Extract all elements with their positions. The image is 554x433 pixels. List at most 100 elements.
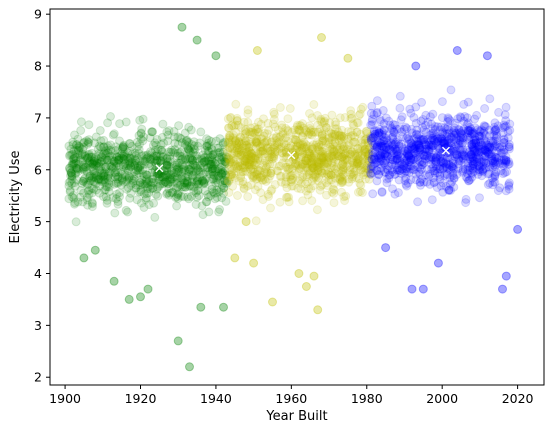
scatter-point — [185, 181, 195, 190]
scatter-point — [138, 136, 148, 146]
scatter-point — [167, 145, 176, 155]
scatter-point — [207, 164, 217, 174]
scatter-point — [84, 189, 94, 199]
scatter-point — [252, 138, 262, 148]
scatter-point — [214, 164, 224, 174]
scatter-point — [164, 184, 174, 194]
scatter-point — [124, 156, 134, 166]
scatter-point — [140, 179, 149, 189]
scatter-point — [83, 159, 93, 169]
scatter-point — [84, 185, 94, 195]
scatter-point — [167, 166, 177, 176]
scatter-point — [152, 171, 162, 181]
scatter-point — [149, 178, 159, 188]
scatter-point — [84, 135, 94, 145]
scatter-point — [351, 173, 361, 183]
scatter-point — [462, 113, 472, 123]
scatter-point — [317, 133, 327, 143]
scatter-point — [108, 164, 117, 173]
scatter-point — [79, 175, 89, 184]
scatter-point — [124, 174, 134, 184]
scatter-point — [172, 178, 182, 188]
scatter-point — [92, 161, 102, 171]
scatter-point — [313, 305, 323, 315]
scatter-point — [461, 198, 471, 208]
scatter-point — [106, 146, 116, 155]
scatter-point — [99, 171, 109, 181]
scatter-point — [163, 170, 173, 179]
scatter-point — [263, 168, 273, 178]
scatter-point — [152, 151, 162, 161]
scatter-point — [229, 169, 239, 179]
scatter-point — [195, 138, 205, 148]
scatter-point — [411, 129, 421, 139]
scatter-point — [162, 175, 172, 185]
scatter-point — [328, 132, 338, 142]
scatter-point — [98, 177, 108, 186]
scatter-point — [147, 168, 157, 178]
scatter-point — [424, 171, 434, 181]
scatter-point — [103, 118, 113, 128]
scatter-point — [200, 157, 210, 167]
scatter-point — [222, 178, 232, 188]
scatter-point — [186, 153, 196, 163]
scatter-point — [513, 224, 523, 234]
scatter-point — [269, 151, 279, 161]
scatter-point — [85, 171, 95, 181]
scatter-point — [112, 189, 122, 199]
scatter-point — [269, 109, 279, 119]
scatter-point — [446, 185, 456, 195]
scatter-point — [192, 176, 202, 186]
scatter-point — [109, 159, 119, 169]
scatter-point — [129, 161, 139, 171]
scatter-point — [155, 172, 165, 182]
scatter-point — [88, 199, 97, 209]
scatter-point — [91, 152, 101, 162]
scatter-point — [201, 174, 211, 184]
scatter-point — [157, 168, 167, 178]
scatter-point — [176, 134, 186, 144]
scatter-point — [70, 169, 80, 179]
scatter-point — [322, 190, 331, 200]
scatter-point — [217, 156, 227, 166]
scatter-point — [219, 176, 229, 185]
scatter-point — [73, 167, 83, 177]
scatter-point — [184, 167, 194, 177]
scatter-point — [84, 138, 94, 148]
scatter-point — [130, 167, 139, 177]
scatter-point — [190, 145, 200, 155]
scatter-point — [393, 135, 403, 145]
scatter-point — [204, 146, 214, 156]
scatter-point — [145, 133, 155, 143]
y-axis-ticks: 2 3 4 5 6 7 8 9 — [34, 7, 50, 385]
scatter-point — [65, 165, 75, 175]
scatter-point — [102, 143, 112, 153]
scatter-point — [170, 172, 180, 182]
scatter-point — [145, 155, 155, 164]
scatter-point — [127, 154, 137, 164]
scatter-point — [172, 192, 182, 202]
scatter-point — [83, 200, 93, 210]
scatter-point — [301, 282, 311, 291]
scatter-point — [294, 176, 304, 186]
scatter-point — [208, 170, 218, 180]
scatter-point — [114, 153, 124, 163]
scatter-point — [119, 155, 129, 165]
scatter-point — [443, 113, 453, 123]
scatter-point — [148, 183, 158, 193]
scatter-point — [99, 142, 108, 152]
scatter-point — [171, 160, 181, 170]
scatter-point — [96, 136, 106, 146]
scatter-point — [316, 116, 326, 126]
scatter-point — [161, 178, 171, 187]
scatter-point — [158, 172, 168, 182]
scatter-point — [336, 134, 346, 144]
scatter-point — [67, 179, 77, 188]
scatter-point — [183, 178, 192, 187]
scatter-point — [207, 174, 217, 184]
scatter-point — [191, 200, 201, 209]
scatter-point — [183, 177, 193, 187]
scatter-point — [152, 163, 162, 173]
scatter-point — [211, 136, 221, 146]
